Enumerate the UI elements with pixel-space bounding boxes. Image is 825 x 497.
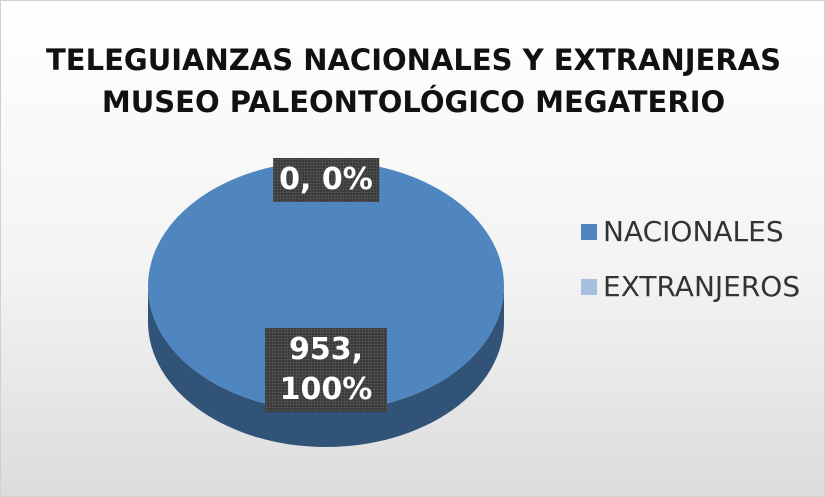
- legend-label: EXTRANJEROS: [603, 270, 801, 303]
- legend-label: NACIONALES: [603, 215, 784, 248]
- chart-subtitle: MUSEO PALEONTOLÓGICO MEGATERIO: [101, 85, 726, 119]
- data-label: 0, 0%: [273, 157, 379, 202]
- data-label: 953, 100%: [265, 327, 387, 412]
- chart-title: TELEGUIANZAS NACIONALES Y EXTRANJERAS: [46, 43, 781, 77]
- legend-item: NACIONALES: [581, 215, 784, 248]
- legend-item: EXTRANJEROS: [581, 270, 800, 303]
- legend-swatch: [581, 278, 597, 295]
- legend-swatch: [581, 223, 597, 240]
- pie-slice: [148, 161, 504, 411]
- pie-side: [148, 286, 504, 447]
